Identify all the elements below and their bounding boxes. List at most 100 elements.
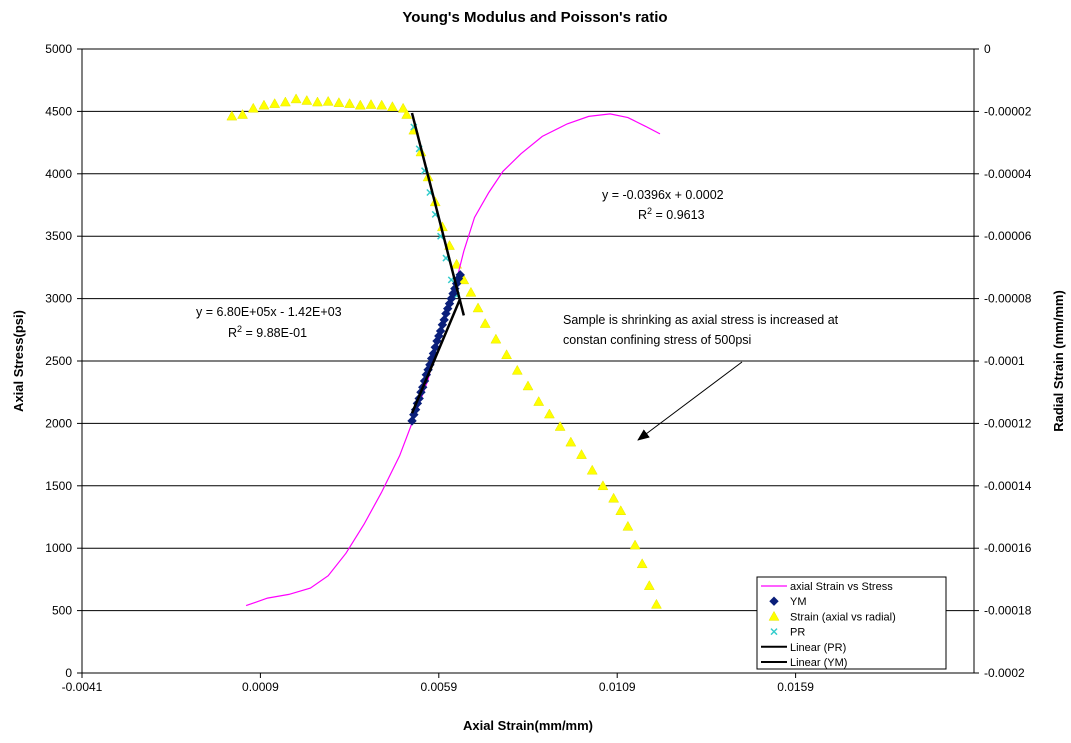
strain-axial-vs-radial-point bbox=[533, 396, 545, 406]
y-axis-ticks: 0 500 1000 1500 2000 2500 3000 3500 4000 4500 5000 bbox=[45, 42, 82, 680]
strain-axial-vs-radial-point bbox=[258, 99, 270, 110]
y-tick-label: 2000 bbox=[45, 416, 72, 430]
strain-axial-vs-radial-point bbox=[451, 258, 463, 269]
y-tick-label: 4000 bbox=[45, 167, 72, 181]
legend-entry-linear-ym: Linear (YM) bbox=[761, 657, 847, 669]
grid bbox=[82, 110, 974, 612]
strain-axial-vs-radial-point bbox=[511, 364, 523, 375]
linear-ym-line bbox=[410, 298, 462, 414]
strain-axial-vs-radial-point bbox=[472, 302, 484, 313]
pr-fit-r2-exp: 2 bbox=[647, 206, 652, 216]
y-tick-label: 0 bbox=[65, 666, 72, 680]
pr-fit-equation: y = -0.0396x + 0.0002 bbox=[602, 188, 724, 202]
y-tick-label: 500 bbox=[52, 604, 72, 618]
series-linear-pr bbox=[410, 112, 466, 316]
legend: axial Strain vs Stress YM Strain (axial vs… bbox=[756, 576, 947, 670]
strain-axial-vs-radial-point bbox=[576, 449, 587, 459]
x-axis-ticks: -0.0041 0.0009 0.0059 0.0109 0.0159 bbox=[62, 673, 814, 694]
pr-fit-r2-value: = 0.9613 bbox=[652, 208, 705, 222]
legend-entry-linear-pr: Linear (PR) bbox=[761, 642, 846, 654]
y2-tick-label: -0.0001 bbox=[984, 354, 1025, 368]
strain-axial-vs-radial-point bbox=[344, 98, 356, 108]
y2-tick-label: -0.00002 bbox=[984, 104, 1032, 118]
y-tick-label: 4500 bbox=[45, 104, 72, 118]
strain-axial-vs-radial-point bbox=[279, 96, 291, 107]
linear-pr-line bbox=[410, 112, 466, 316]
legend-label: Linear (PR) bbox=[790, 642, 846, 654]
legend-label: Linear (YM) bbox=[790, 657, 847, 669]
note-line-1: Sample is shrinking as axial stress is i… bbox=[563, 313, 839, 327]
note-arrow bbox=[637, 361, 743, 441]
y2-tick-label: -0.00008 bbox=[984, 292, 1032, 306]
y2-tick-label: -0.00014 bbox=[984, 479, 1032, 493]
x-tick-label: 0.0009 bbox=[242, 680, 279, 694]
y-tick-label: 3000 bbox=[45, 292, 72, 306]
y2-tick-label: -0.00006 bbox=[984, 229, 1032, 243]
y2-tick-label: -0.0002 bbox=[984, 666, 1025, 680]
pr-fit-label: y = -0.0396x + 0.0002 R2 = 0.9613 bbox=[602, 188, 724, 222]
legend-swatch bbox=[770, 628, 778, 636]
chart-title: Young's Modulus and Poisson's ratio bbox=[402, 9, 667, 26]
legend-label: YM bbox=[790, 596, 807, 608]
y-axis-title: Axial Stress(psi) bbox=[11, 310, 26, 412]
series-linear-ym bbox=[410, 298, 462, 414]
x-tick-label: -0.0041 bbox=[62, 680, 103, 694]
strain-axial-vs-radial-point bbox=[397, 102, 409, 113]
series-strain-axial-vs-radial bbox=[226, 93, 662, 609]
pr-fit-r2-prefix: R bbox=[638, 208, 647, 222]
y2-tick-label: -0.00012 bbox=[984, 416, 1032, 430]
y2-tick-label: -0.00016 bbox=[984, 541, 1032, 555]
strain-axial-vs-radial-point bbox=[490, 333, 502, 344]
y-tick-label: 1000 bbox=[45, 541, 72, 555]
legend-entry-strain-axial-vs-radial: Strain (axial vs radial) bbox=[768, 610, 896, 623]
strain-axial-vs-radial-point bbox=[401, 109, 413, 119]
legend-entry-ym: YM bbox=[769, 596, 807, 608]
ym-fit-r2-value: = 9.88E-01 bbox=[242, 326, 307, 340]
y-tick-label: 2500 bbox=[45, 354, 72, 368]
legend-label: axial Strain vs Stress bbox=[790, 581, 893, 593]
y2-tick-label: -0.00018 bbox=[984, 604, 1032, 618]
strain-axial-vs-radial-point bbox=[615, 505, 627, 516]
legend-box bbox=[756, 576, 947, 670]
series-layer bbox=[226, 93, 662, 609]
x-tick-label: 0.0159 bbox=[777, 680, 814, 694]
strain-axial-vs-radial-point bbox=[622, 520, 634, 531]
strain-axial-vs-radial-point bbox=[608, 492, 620, 503]
strain-axial-vs-radial-point bbox=[479, 318, 491, 328]
strain-axial-vs-radial-point bbox=[237, 109, 248, 119]
series-axial-strain-vs-stress bbox=[245, 113, 661, 607]
shrinking-note: Sample is shrinking as axial stress is i… bbox=[563, 313, 839, 441]
strain-axial-vs-radial-point bbox=[565, 436, 577, 447]
pr-fit-r2: R2 = 0.9613 bbox=[638, 206, 705, 222]
strain-axial-vs-radial-point bbox=[586, 464, 598, 475]
strain-axial-vs-radial-point bbox=[386, 101, 398, 111]
ym-fit-equation: y = 6.80E+05x - 1.42E+03 bbox=[196, 305, 342, 319]
strain-axial-vs-radial-point bbox=[629, 539, 641, 550]
legend-entry-axial-strain-vs-stress: axial Strain vs Stress bbox=[761, 581, 893, 593]
strain-axial-vs-radial-point bbox=[554, 421, 566, 431]
strain-axial-vs-radial-point bbox=[247, 102, 259, 113]
ym-fit-r2-exp: 2 bbox=[237, 324, 242, 334]
y-tick-label: 1500 bbox=[45, 479, 72, 493]
strain-axial-vs-radial-point bbox=[322, 95, 334, 106]
ym-fit-label: y = 6.80E+05x - 1.42E+03 R2 = 9.88E-01 bbox=[196, 305, 342, 340]
strain-axial-vs-radial-point bbox=[365, 99, 377, 109]
x-axis-title: Axial Strain(mm/mm) bbox=[463, 718, 593, 733]
y-tick-label: 5000 bbox=[45, 42, 72, 56]
y-tick-label: 3500 bbox=[45, 229, 72, 243]
strain-axial-vs-radial-point bbox=[597, 480, 609, 491]
strain-axial-vs-radial-point bbox=[465, 286, 477, 297]
strain-axial-vs-radial-point bbox=[522, 380, 534, 391]
ym-point bbox=[455, 270, 465, 280]
ym-fit-r2: R2 = 9.88E-01 bbox=[228, 324, 307, 340]
strain-axial-vs-radial-point bbox=[269, 98, 281, 108]
strain-axial-vs-radial-point bbox=[643, 580, 655, 590]
strain-axial-vs-radial-point bbox=[354, 99, 366, 110]
strain-axial-vs-radial-point bbox=[333, 97, 345, 107]
strain-axial-vs-radial-point bbox=[226, 110, 238, 121]
note-line-2: constan confining stress of 500psi bbox=[563, 333, 751, 347]
x-tick-label: 0.0059 bbox=[420, 680, 457, 694]
strain-axial-vs-radial-point bbox=[501, 349, 513, 360]
